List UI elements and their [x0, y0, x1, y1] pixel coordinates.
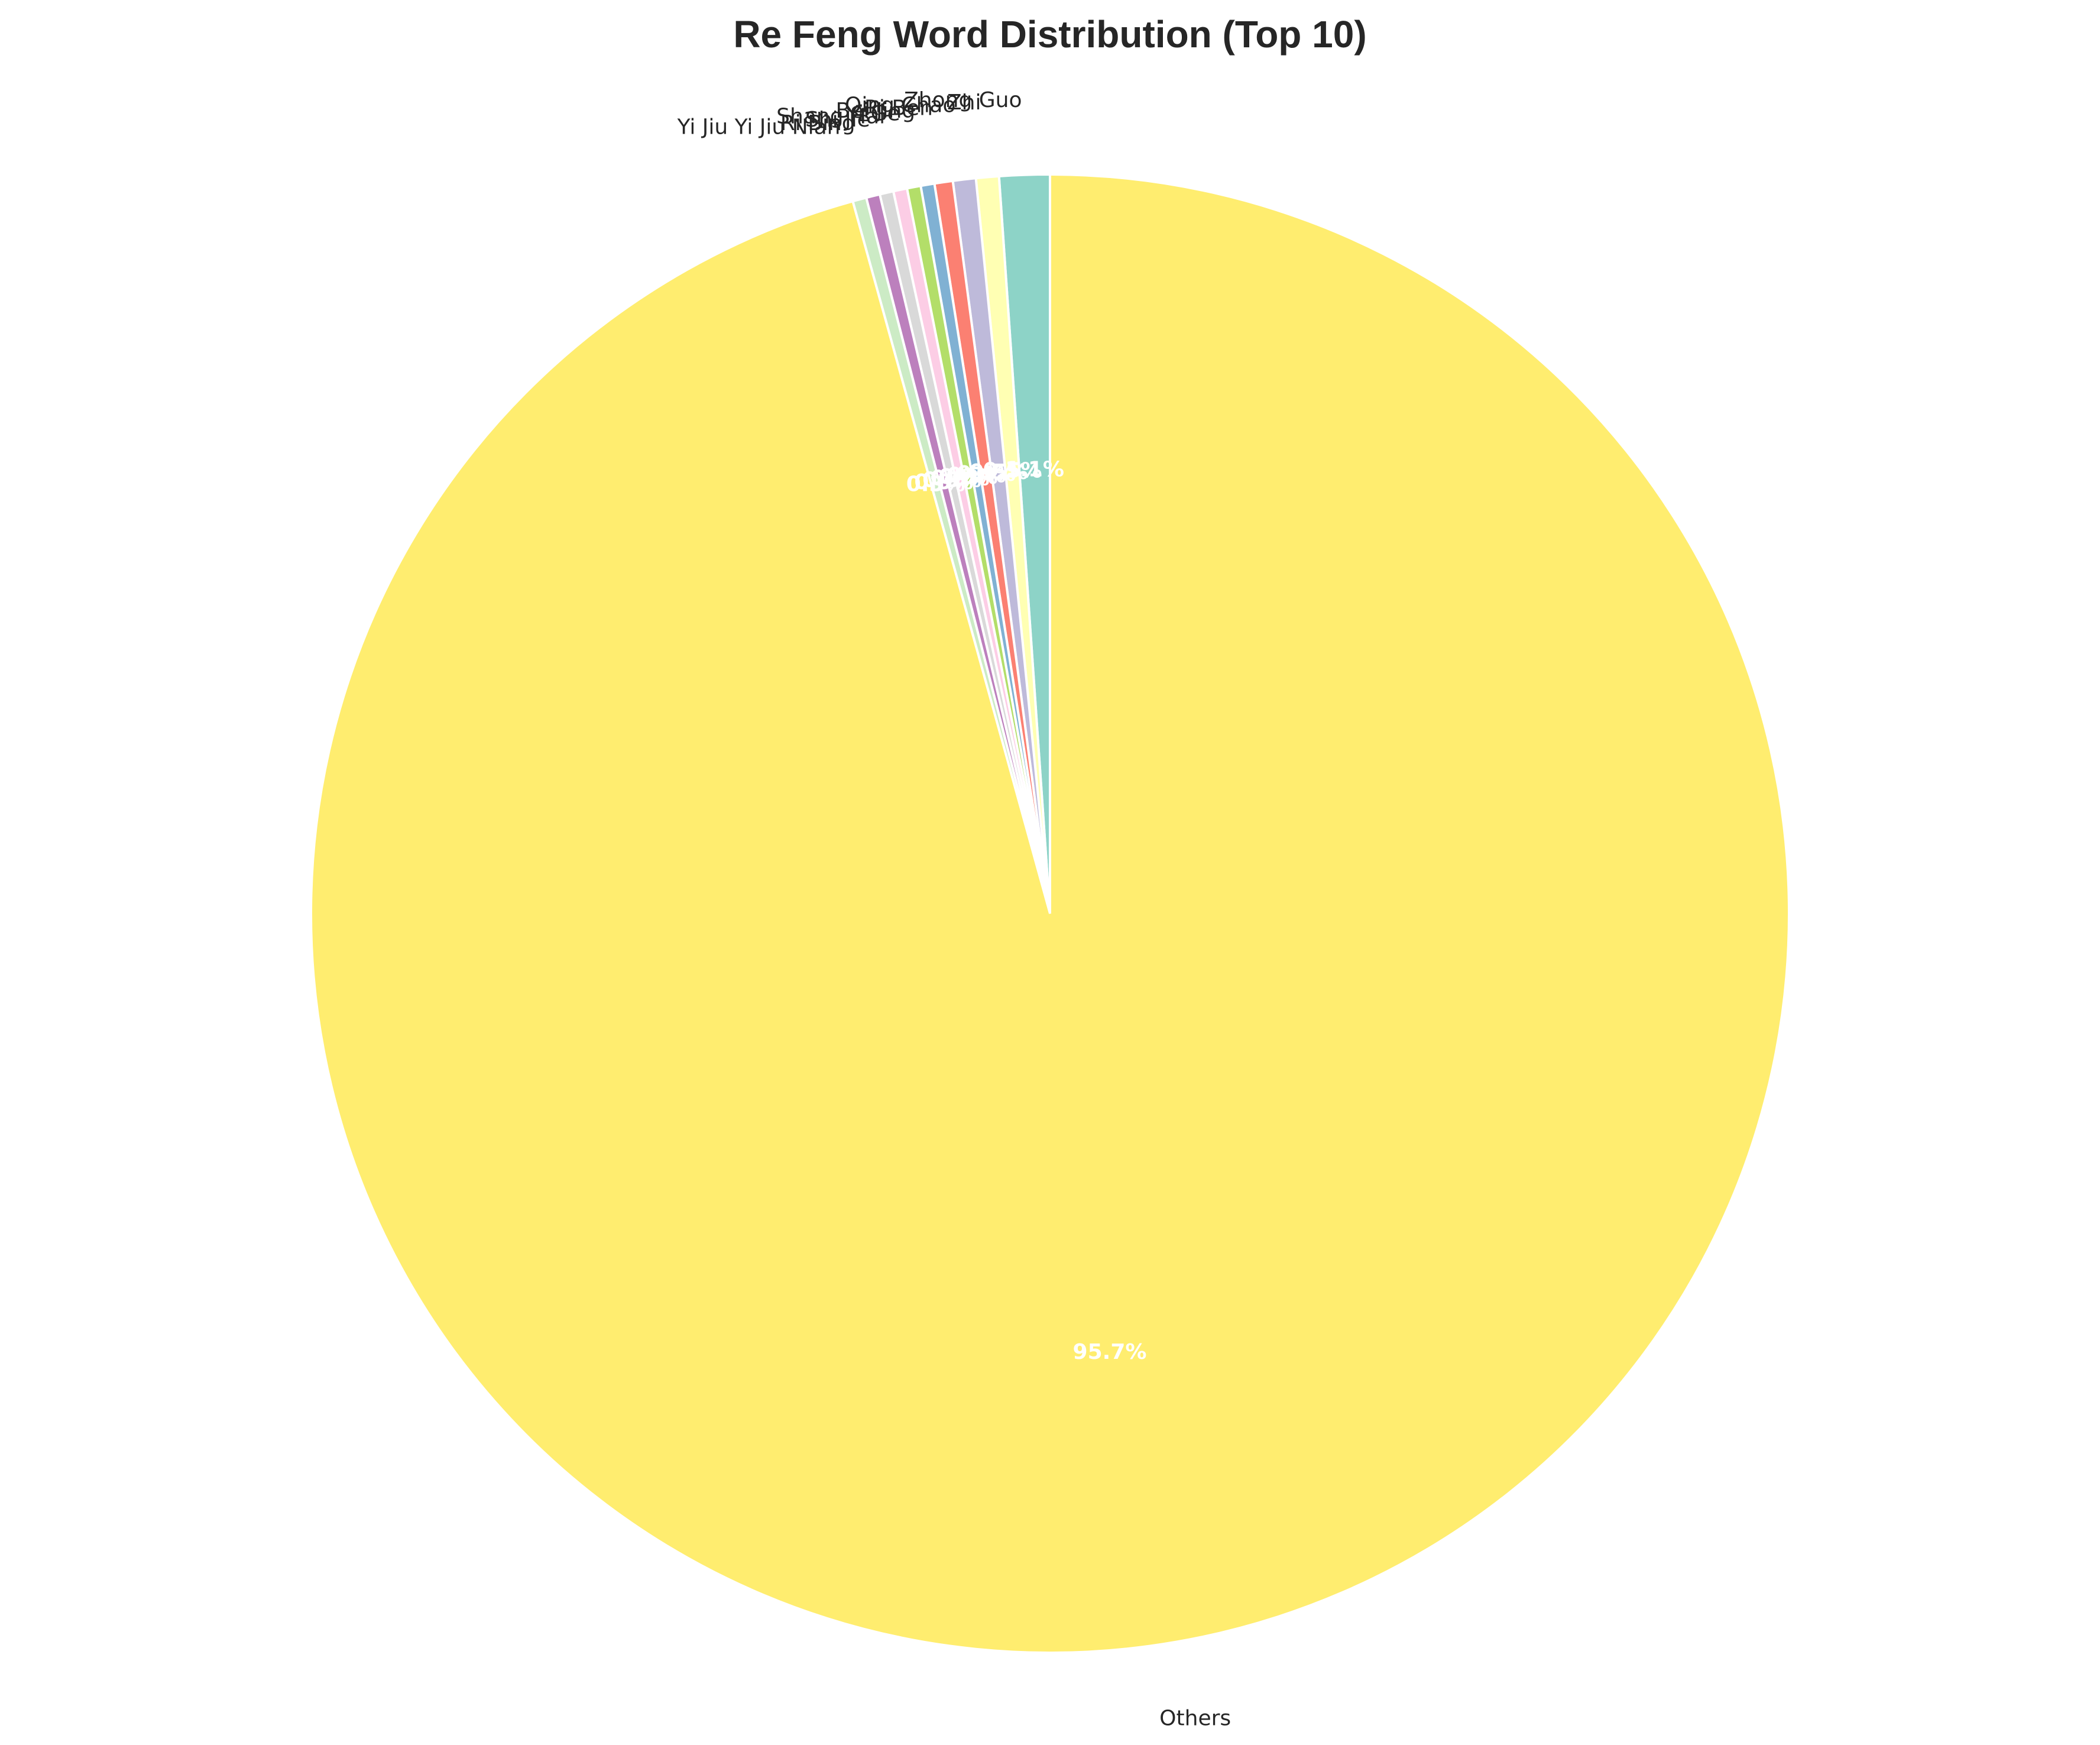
percent-label: 0.3%	[922, 468, 981, 493]
category-label: Yi Jiu Yi Jiu Nian	[677, 115, 841, 139]
category-label: Yi Ge	[845, 102, 900, 126]
category-label: Others	[1159, 1706, 1231, 1730]
category-label: Zhi	[947, 90, 981, 115]
category-label: Qing Chao	[845, 93, 956, 117]
pie-slice	[310, 173, 1790, 1654]
category-label: Ri Bing	[780, 111, 855, 135]
percent-label: 1.1%	[1005, 457, 1064, 481]
percent-label: 0.3%	[947, 463, 1006, 487]
percent-label: 95.7%	[1073, 1340, 1147, 1364]
percent-label: 0.4%	[957, 462, 1016, 486]
category-label: Ri Ben	[864, 96, 933, 120]
percent-label: 0.5%	[969, 460, 1028, 484]
percent-labels: 1.1%0.5%0.5%0.4%0.3%0.3%0.3%0.3%0.3%0.3%…	[906, 457, 1147, 1364]
category-label: Zhong Guo	[904, 88, 1022, 112]
chart-title: Re Feng Word Distribution (Top 10)	[733, 13, 1366, 56]
percent-label: 0.3%	[906, 472, 965, 496]
percent-label: 0.3%	[914, 470, 973, 494]
category-label: Bei Jing	[836, 99, 916, 123]
percent-label: 0.3%	[931, 467, 990, 491]
percent-label: 0.3%	[939, 465, 998, 489]
category-label: Shi Jie	[805, 108, 870, 132]
pie-slices	[310, 173, 1790, 1654]
percent-label: 0.5%	[983, 459, 1042, 483]
category-label: Shang Hai	[776, 105, 885, 129]
